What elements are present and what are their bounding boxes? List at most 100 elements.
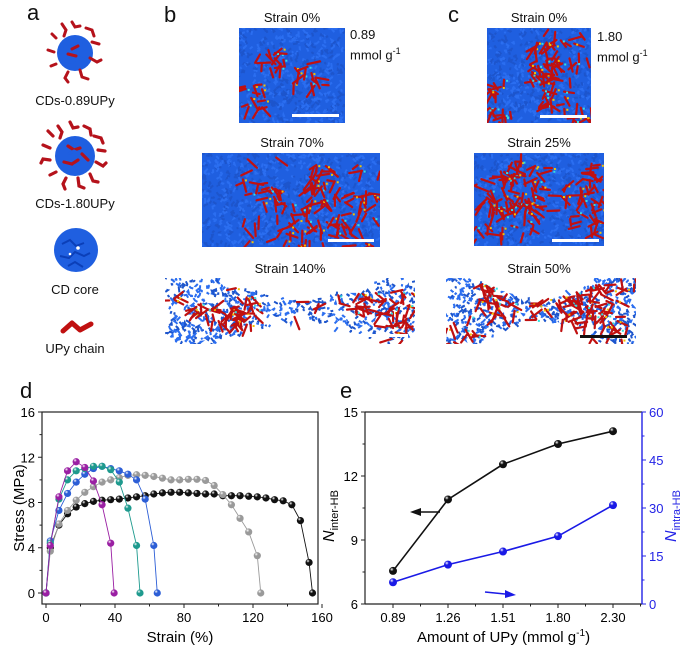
cd-segment (454, 322, 459, 327)
cd-segment (583, 210, 589, 214)
upy-segment (355, 207, 363, 223)
cd-segment (263, 78, 267, 82)
cd-segment (492, 120, 495, 123)
cd-segment (256, 46, 261, 51)
cd-segment (331, 104, 336, 109)
cd-segment (489, 117, 494, 121)
upy-segment (241, 323, 248, 337)
cd-segment (326, 116, 329, 119)
upy-segment (487, 90, 492, 96)
cd-segment (509, 102, 514, 108)
cd-segment (284, 94, 289, 100)
cd-segment (175, 282, 182, 287)
cd-segment (342, 320, 348, 325)
cd-segment (246, 153, 251, 156)
upy-segment (487, 93, 493, 105)
upy-segment (236, 296, 244, 305)
cd-segment (485, 313, 492, 319)
cd-segment (231, 290, 237, 296)
upy-segment (173, 299, 185, 306)
cd-segment (565, 225, 570, 230)
cd-segment (516, 107, 522, 113)
upy-segment (261, 106, 272, 118)
cd-segment (549, 317, 554, 321)
cd-segment (482, 153, 486, 157)
cd-segment (193, 293, 198, 298)
cd-segment (306, 116, 312, 120)
cd-segment (507, 57, 512, 63)
cd-segment (237, 176, 241, 181)
cd-segment (202, 161, 206, 166)
cd-segment (220, 188, 227, 193)
cd-segment (550, 305, 555, 310)
hb-marker (603, 209, 604, 212)
cd-segment (242, 105, 248, 109)
cd-segment (496, 202, 502, 207)
upy-segment (570, 304, 585, 313)
cd-segment (168, 330, 174, 335)
cd-segment (583, 296, 588, 300)
cd-segment (285, 213, 289, 218)
upy-segment (267, 49, 273, 61)
cd-segment (258, 207, 263, 213)
cd-segment (607, 292, 613, 297)
cd-segment (330, 39, 335, 44)
cd-segment (529, 214, 532, 218)
cd-segment (214, 327, 219, 333)
cd-segment (339, 307, 345, 312)
data-point (210, 490, 218, 498)
upy-segment (541, 92, 547, 100)
cd-segment (572, 50, 577, 55)
hb-marker (234, 311, 237, 314)
hb-marker (547, 96, 550, 99)
upy-segment (497, 208, 505, 221)
data-point (55, 520, 63, 528)
hb-marker (614, 290, 617, 293)
left-y-tick-label: 12 (344, 469, 358, 484)
hb-marker (364, 294, 367, 297)
cd-segment (589, 28, 591, 31)
series-N_inter-HB (389, 427, 617, 575)
hb-marker (582, 107, 585, 110)
cd-segment (218, 334, 223, 340)
cd-segment (518, 177, 521, 183)
data-point (132, 493, 141, 501)
cd-segment (181, 284, 186, 289)
hb-marker (534, 72, 537, 75)
cd-segment (572, 209, 576, 215)
cd-segment (309, 209, 315, 215)
cd-segment (594, 330, 598, 334)
cd-segment (204, 330, 208, 335)
upy-segment (310, 71, 315, 81)
cd-segment (324, 98, 330, 103)
cd-segment (378, 230, 380, 235)
upy-segment (296, 71, 300, 85)
hb-marker (500, 210, 503, 213)
cd-segment (600, 212, 604, 216)
cd-segment (489, 59, 493, 65)
cd-segment (379, 220, 380, 223)
cd-segment (565, 35, 572, 41)
cd-segment (268, 153, 272, 157)
cd-segment (211, 242, 215, 247)
cd-segment (207, 220, 212, 226)
upy-segment (297, 244, 303, 247)
cd-segment (373, 156, 378, 160)
hb-marker (357, 312, 360, 315)
cd-segment (543, 169, 547, 172)
cd-segment (258, 178, 263, 184)
upy-segment (591, 208, 603, 214)
hb-marker (303, 244, 306, 247)
cd-segment (291, 50, 294, 54)
cd-segment (278, 208, 283, 213)
hb-marker (403, 291, 406, 294)
data-point (63, 476, 72, 484)
cd-segment (280, 235, 287, 240)
cd-segment (615, 320, 619, 325)
cd-segment (338, 98, 342, 102)
upy-segment (502, 78, 506, 89)
hb-marker (232, 313, 235, 316)
upy-segment (305, 224, 318, 235)
cd-segment (298, 46, 302, 51)
cd-segment (257, 97, 262, 102)
